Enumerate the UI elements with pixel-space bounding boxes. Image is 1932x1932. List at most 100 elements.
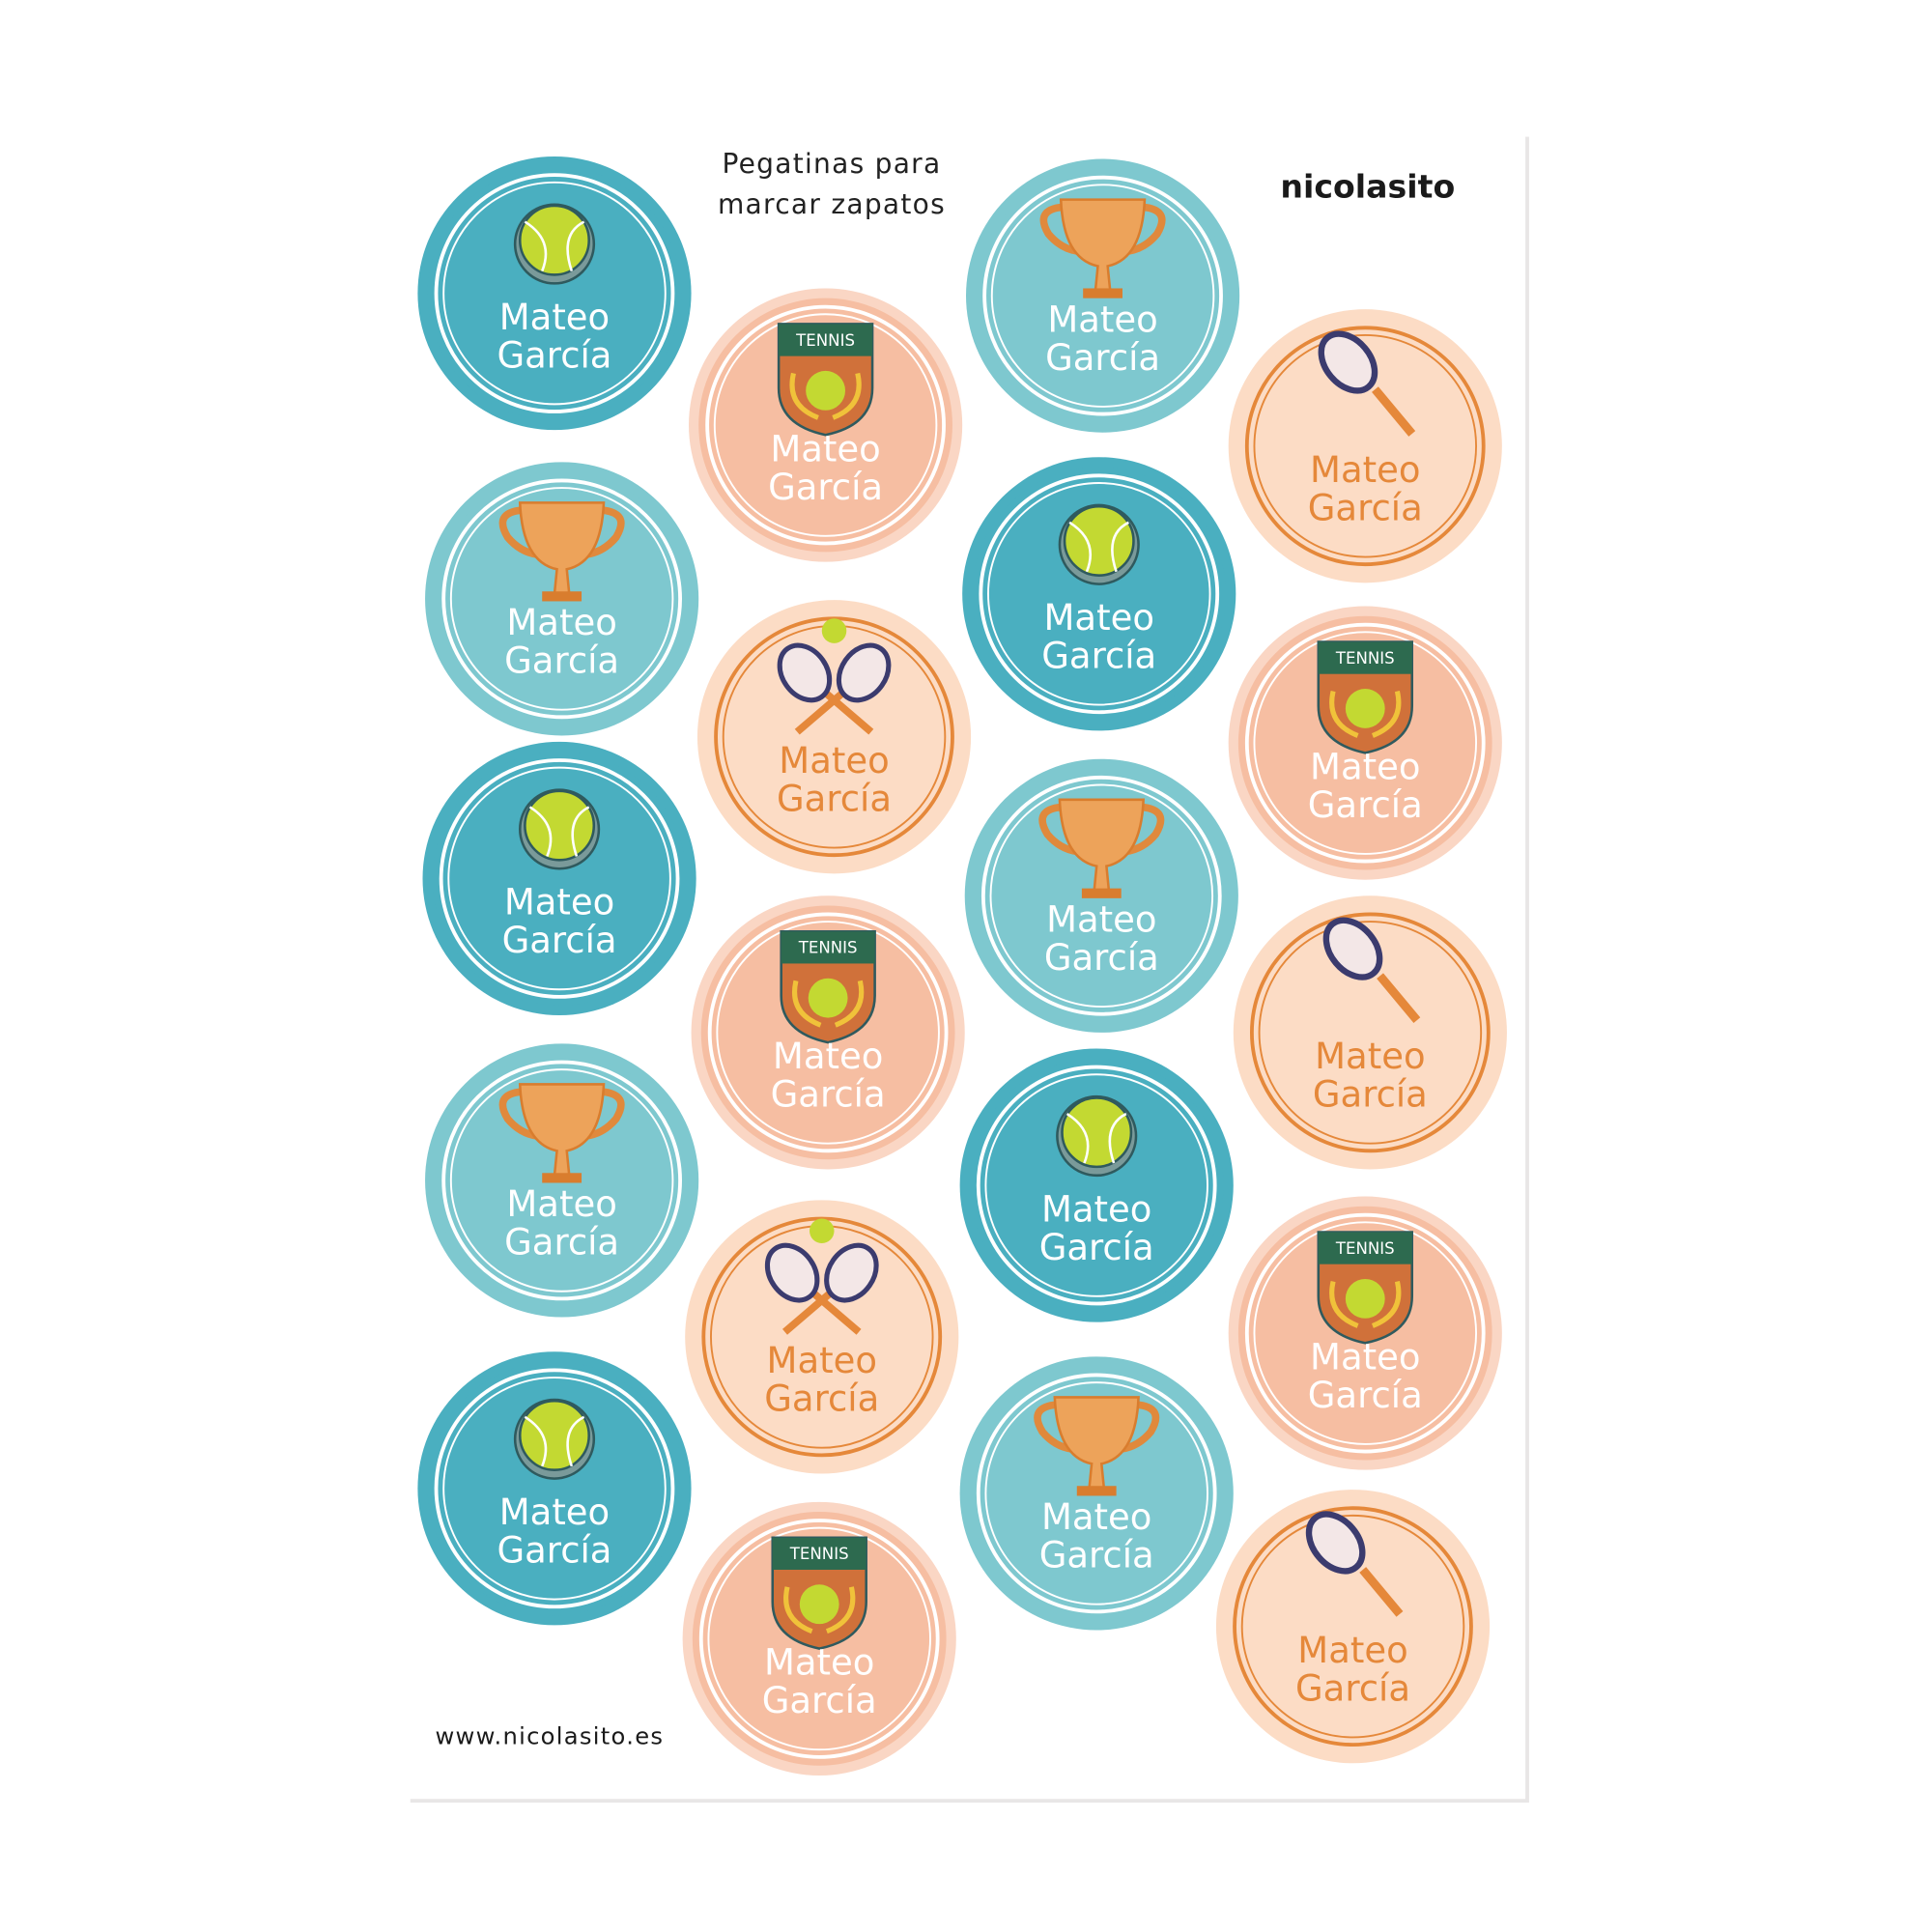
sticker-ring: [707, 912, 949, 1153]
sticker-name: Mateo: [499, 1492, 610, 1533]
tennis-ball: [524, 789, 596, 862]
sticker-name: Mateo: [1310, 449, 1420, 491]
sticker-body: [1237, 319, 1492, 574]
racket-handle: [782, 1285, 839, 1335]
trophy-base: [1083, 288, 1122, 298]
sticker-name: Mateo: [506, 1183, 616, 1225]
sticker-body: [1242, 905, 1497, 1160]
ball-seam: [528, 806, 590, 857]
sticker-name: García: [1308, 488, 1423, 529]
sticker-body: [1226, 1499, 1480, 1754]
sticker-ring: [705, 304, 946, 546]
racket-head: [1318, 330, 1378, 394]
sticker-ring: [698, 1519, 940, 1759]
racket-head: [777, 642, 833, 703]
racket-head: [1305, 1511, 1366, 1575]
sticker-ring: [449, 487, 674, 711]
tennis-ball: [1063, 504, 1135, 577]
badge-label: TENNIS: [789, 1545, 849, 1563]
sticker-name: Mateo: [1041, 1496, 1151, 1538]
sticker-name: García: [1039, 1227, 1154, 1268]
sticker-ring: [441, 478, 682, 720]
badge-ball: [806, 370, 845, 411]
sticker-ring: [434, 173, 675, 413]
sticker-name: Mateo: [767, 1340, 877, 1381]
badge-banner: [1318, 1232, 1412, 1264]
sticker-body: [969, 1058, 1224, 1313]
sticker-name: Mateo: [1041, 1188, 1151, 1230]
trophy-handles: [1039, 203, 1166, 255]
sticker-ring: [1240, 1514, 1465, 1739]
sticker-name: Mateo: [1315, 1036, 1425, 1077]
sticker-body: [972, 467, 1227, 722]
sticker-name: García: [504, 640, 619, 682]
sticker-name: García: [777, 779, 892, 820]
badge-banner: [781, 931, 875, 964]
sticker-ring: [1244, 326, 1486, 567]
trophy-base: [542, 591, 582, 602]
trophy-handles: [1034, 1401, 1160, 1453]
sticker-name: Mateo: [770, 428, 880, 469]
ball-seam: [1065, 1112, 1127, 1164]
sticker-body: [427, 1361, 682, 1616]
badge-laurel: [789, 372, 862, 420]
badge-label: TENNIS: [1335, 1239, 1395, 1258]
sticker-body: [707, 610, 961, 865]
sticker-ring: [990, 184, 1215, 408]
sticker-ring: [1233, 1506, 1473, 1747]
racket-handle: [1372, 386, 1416, 437]
ball-seam: [1068, 521, 1129, 573]
sticker-body: [427, 166, 682, 420]
tennis-ball: [1061, 1096, 1133, 1169]
sticker-ring: [984, 1073, 1208, 1297]
sticker-ring: [1258, 921, 1483, 1145]
sticker-name: García: [1039, 1535, 1154, 1577]
sticker-ring: [442, 1377, 667, 1601]
badge-ball: [808, 978, 848, 1018]
sticker-ring: [1253, 333, 1478, 558]
trophy-base: [1081, 888, 1122, 898]
sheet-title: Pegatinas para: [722, 148, 941, 180]
sticker-name: Mateo: [499, 297, 610, 338]
sticker-ring: [979, 473, 1220, 715]
sticker-name: García: [771, 1074, 886, 1116]
badge-laurel: [1329, 1280, 1402, 1328]
racket-head: [764, 1242, 820, 1303]
badge-banner: [1318, 641, 1412, 674]
racket-handle: [816, 684, 874, 735]
sticker-ring: [439, 758, 680, 999]
sticker-name: Mateo: [1047, 298, 1157, 340]
sticker-name: Mateo: [1310, 746, 1420, 787]
sticker-ring: [976, 1373, 1217, 1614]
sticker-ring: [1244, 622, 1486, 864]
sticker-name: García: [504, 1222, 619, 1264]
badge-ball: [799, 1584, 839, 1625]
badge-laurel: [783, 1586, 856, 1634]
sticker-name: García: [764, 1378, 879, 1420]
racket-handle: [794, 684, 852, 735]
badge-banner: [772, 1537, 867, 1570]
sticker-ring: [982, 175, 1223, 416]
sticker-ring: [447, 766, 671, 991]
racket-handle: [1377, 973, 1421, 1023]
badge-label: TENNIS: [798, 939, 858, 957]
badge-laurel: [792, 980, 865, 1028]
sticker-body: [432, 752, 687, 1006]
sticker-body: [695, 1209, 950, 1464]
sticker-name: García: [1041, 636, 1156, 677]
trophy-base: [1076, 1486, 1117, 1496]
racket-head: [836, 642, 892, 703]
